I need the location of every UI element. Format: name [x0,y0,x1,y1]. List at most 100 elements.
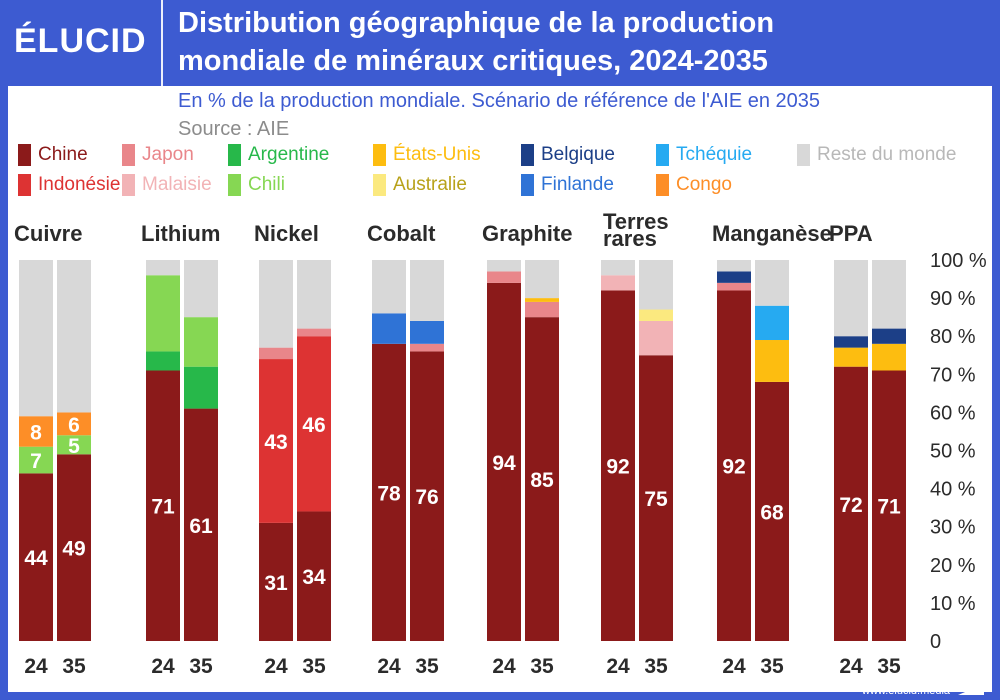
mineral-label: Cobalt [367,221,436,246]
bar-segment [297,260,331,329]
bar-segment [639,355,673,641]
legend-swatch [656,174,669,196]
mineral-label: Nickel [254,221,319,246]
bar-segment [146,275,180,352]
bar-segment [717,282,751,291]
bar-segment [184,366,218,409]
data-label: 31 [264,572,288,595]
bar-segment [872,260,906,329]
legend-swatch [797,144,810,166]
data-label: 6 [68,414,80,437]
legend-label: Chine [38,144,88,165]
legend-label: Finlande [541,174,614,195]
bar-segment [259,359,293,523]
bar-segment [525,317,559,641]
year-label: 35 [302,655,326,678]
bar-segment [259,522,293,641]
y-tick-label: 100 % [930,250,987,272]
logo-divider [161,0,163,86]
y-tick-label: 40 % [930,479,976,501]
year-label: 35 [415,655,439,678]
brand-logo: ÉLUCID [14,22,147,60]
legend-label: Belgique [541,144,615,165]
bar-segment [372,313,406,344]
bar-segment [601,260,635,276]
legend-swatch [228,174,241,196]
bar-segment [755,260,789,306]
bar-segment [57,454,91,641]
bar-segment [184,317,218,367]
bar-segment [834,336,868,348]
data-label: 76 [415,486,438,509]
y-tick-label: 60 % [930,402,976,424]
mineral-label: Cuivre [14,221,82,246]
bar-segment [297,511,331,641]
bar-segment [755,305,789,341]
bar-segment [717,290,751,641]
data-label: 92 [722,456,745,479]
bar-segment [639,260,673,310]
year-label: 24 [722,655,746,678]
legend-swatch [373,144,386,166]
bar-segment [601,290,635,641]
data-label: 61 [189,515,213,538]
legend-label: Malaisie [142,174,212,195]
bar-segment [297,328,331,337]
legend-swatch [373,174,386,196]
legend-label: États-Unis [393,144,481,165]
data-label: 72 [839,494,862,517]
bar-segment [19,416,53,447]
bar-segment [19,473,53,641]
bar-segment [872,343,906,371]
bar-segment [146,260,180,276]
footer-url[interactable]: www.elucid.media [862,685,951,697]
data-label: 43 [264,431,287,454]
legend-swatch [521,144,534,166]
data-label: 46 [302,414,325,437]
bar-segment [639,309,673,321]
bar-segment [184,260,218,318]
data-label: 78 [377,482,401,505]
bar-segment [525,301,559,318]
bar-segment [146,351,180,371]
bar-segment [717,271,751,283]
bar-segment [259,347,293,360]
data-label: 75 [644,488,668,511]
y-tick-label: 50 % [930,441,976,463]
elucid-mark-icon [958,684,984,695]
bar-segment [57,435,91,455]
chart-subtitle: En % de la production mondiale. Scénario… [178,90,821,112]
bar-segment [372,260,406,314]
year-label: 24 [606,655,630,678]
bar-segment [487,271,521,283]
bar-segment [525,298,559,302]
bar-segment [19,260,53,417]
data-label: 71 [151,496,175,519]
y-tick-label: 70 % [930,364,976,386]
bar-segment [57,412,91,436]
bar-segment [410,260,444,321]
legend-swatch [656,144,669,166]
legend-label: Argentine [248,144,330,165]
bar-segment [601,275,635,291]
year-label: 24 [264,655,288,678]
bar-segment [184,408,218,641]
bar-segment [410,343,444,352]
mineral-label: PPA [829,221,873,246]
bar-segment [487,282,521,641]
year-label: 35 [62,655,86,678]
legend-swatch [18,144,31,166]
legend-swatch [521,174,534,196]
chart-source: Source : AIE [178,118,290,140]
legend-swatch [228,144,241,166]
bar-segment [410,351,444,641]
legend-label: Reste du monde [817,144,957,165]
year-label: 24 [377,655,401,678]
data-label: 34 [302,566,326,589]
year-label: 24 [151,655,175,678]
bar-segment [487,260,521,272]
bar-segment [57,260,91,413]
data-label: 68 [760,501,784,524]
bar-segment [834,260,868,337]
mineral-label: Graphite [482,221,572,246]
